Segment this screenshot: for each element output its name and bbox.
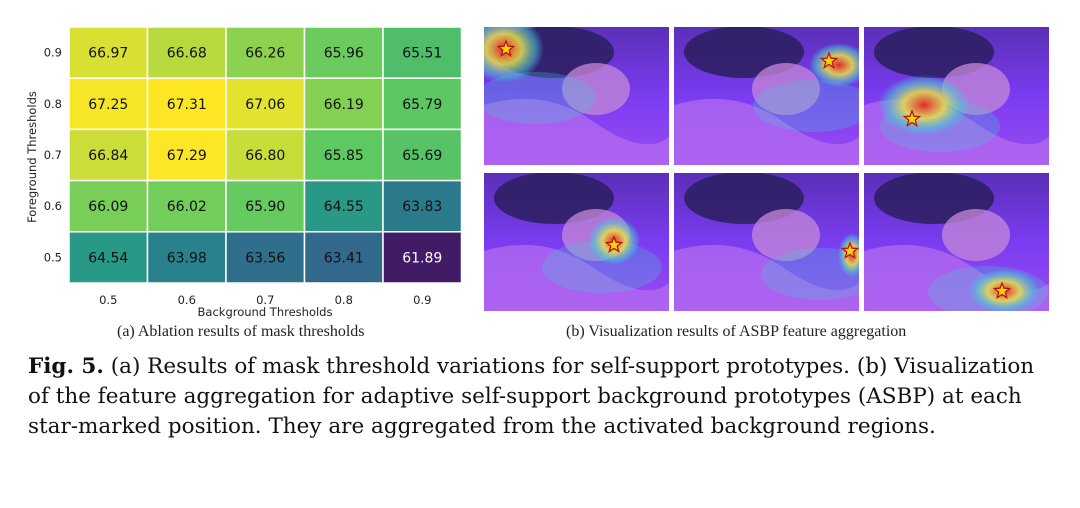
heatmap-value-label: 63.41 <box>324 250 364 266</box>
figure-label: Fig. 5. <box>28 354 104 379</box>
heatmap-value-label: 66.68 <box>167 46 207 62</box>
visualization-panel <box>674 173 859 311</box>
hot-activation <box>878 75 970 135</box>
heatmap-cell <box>146 179 227 233</box>
x-tick-label: 0.9 <box>413 293 431 307</box>
y-tick-labels: 0.9 0.8 0.7 0.6 0.5 <box>44 46 62 265</box>
star-marker-icon <box>992 281 1012 299</box>
face-region <box>752 63 820 115</box>
star-marker-icon <box>902 109 922 127</box>
visualization-panel <box>864 173 1049 311</box>
heatmap-value-label: 65.79 <box>402 97 442 113</box>
heatmap-value-label: 67.06 <box>245 97 285 113</box>
star-marker-icon <box>840 241 859 259</box>
heatmap-cell <box>146 26 227 79</box>
heatmap-value-label: 66.02 <box>167 199 207 215</box>
x-tick-label: 0.7 <box>256 293 274 307</box>
heatmap-cell <box>68 77 149 131</box>
cyan-activation <box>484 72 596 124</box>
heatmap-cell <box>225 231 306 284</box>
asbp-visualization-grid <box>484 27 1050 311</box>
heatmap-cell <box>225 179 306 233</box>
visualization-panel <box>674 27 859 165</box>
heatmap-value-label: 66.19 <box>324 97 364 113</box>
heatmap-value-labels: 66.97 66.68 66.26 65.96 65.51 67.25 67.31 67.06… <box>88 46 442 267</box>
heatmap-value-label: 63.98 <box>167 250 207 266</box>
heatmap-cell <box>68 231 149 284</box>
heatmap-value-label: 65.51 <box>402 46 442 62</box>
hot-activation <box>484 27 544 83</box>
heatmap-cell <box>146 128 227 182</box>
heatmap-value-label: 67.25 <box>88 97 128 113</box>
heatmap-cell <box>303 128 384 182</box>
heatmap-value-label: 64.54 <box>88 250 128 266</box>
blanket-region <box>674 98 859 165</box>
heatmap-cell <box>146 231 227 284</box>
heatmap-cell <box>68 179 149 233</box>
visualization-panel <box>484 173 669 311</box>
heatmap-cell <box>382 179 463 233</box>
threshold-heatmap: 66.97 66.68 66.26 65.96 65.51 67.25 67.31 67.06… <box>25 26 463 319</box>
blanket-region <box>674 244 859 311</box>
heatmap-cell <box>68 26 149 79</box>
heatmap-value-label: 66.84 <box>88 148 128 164</box>
y-tick-label: 0.9 <box>44 46 62 60</box>
heatmap-value-label: 66.97 <box>88 46 128 62</box>
heatmap-value-label: 63.83 <box>402 199 442 215</box>
heatmap-value-label: 67.31 <box>167 97 207 113</box>
star-marker-icon <box>604 235 624 253</box>
heatmap-cell <box>382 77 463 131</box>
y-tick-label: 0.6 <box>44 199 62 213</box>
heatmap-value-label: 61.89 <box>402 250 442 266</box>
x-axis-label: Background Thresholds <box>198 305 333 319</box>
heatmap-value-label: 64.55 <box>324 199 364 215</box>
heatmap-value-label: 67.29 <box>167 148 207 164</box>
heatmap-value-label: 65.85 <box>324 148 364 164</box>
heatmap-value-label: 65.69 <box>402 148 442 164</box>
x-tick-label: 0.5 <box>99 293 117 307</box>
cyan-activation <box>760 248 859 300</box>
y-tick-label: 0.8 <box>44 97 62 111</box>
heatmap-cell <box>382 231 463 284</box>
heatmap-value-label: 65.96 <box>324 46 364 62</box>
figure-caption: Fig. 5. (a) Results of mask threshold va… <box>28 352 1058 442</box>
cyan-activation <box>753 80 859 132</box>
x-tick-labels: 0.5 0.6 0.7 0.8 0.9 <box>99 293 431 307</box>
x-tick-label: 0.6 <box>178 293 196 307</box>
visualization-panel <box>484 27 669 165</box>
heatmap-cell <box>225 77 306 131</box>
star-marker-icon <box>819 51 839 69</box>
star-marker-icon <box>496 39 516 57</box>
heatmap-cell <box>303 179 384 233</box>
caption-b: (b) Visualization results of ASBP featur… <box>566 323 907 340</box>
caption-a: (a) Ablation results of mask thresholds <box>117 323 365 340</box>
heatmap-value-label: 65.90 <box>245 199 285 215</box>
face-region <box>752 209 820 261</box>
visualization-panel <box>864 27 1049 165</box>
heatmap-value-label: 63.56 <box>245 250 285 266</box>
hot-activation <box>809 43 859 87</box>
x-tick-label: 0.8 <box>335 293 353 307</box>
face-region <box>942 209 1010 261</box>
figure-caption-text: (a) Results of mask threshold variations… <box>28 354 1035 439</box>
y-tick-label: 0.5 <box>44 250 62 264</box>
heatmap-value-label: 66.09 <box>88 199 128 215</box>
y-tick-label: 0.7 <box>44 148 62 162</box>
blanket-region <box>484 98 669 165</box>
y-axis-label: Foreground Thresholds <box>25 91 39 223</box>
face-region <box>562 63 630 115</box>
heatmap-value-label: 66.26 <box>245 46 285 62</box>
heatmap-cells <box>68 26 463 284</box>
heatmap-value-label: 66.80 <box>245 148 285 164</box>
blanket-region <box>484 244 669 311</box>
